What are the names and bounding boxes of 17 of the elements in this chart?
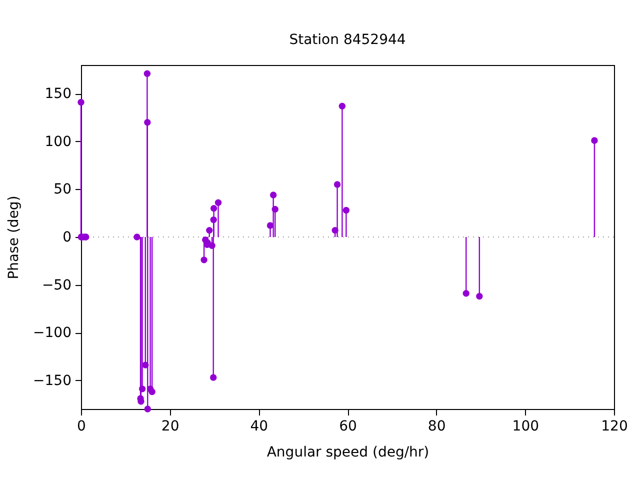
x-tick-label: 120 — [601, 418, 628, 434]
y-tick-label: −100 — [33, 325, 72, 342]
y-tick-label: 50 — [54, 182, 72, 198]
x-tick-label: 0 — [77, 418, 86, 434]
x-tick-label: 20 — [161, 418, 180, 434]
y-tick-label: 150 — [44, 86, 72, 102]
x-tick-label: 40 — [250, 418, 268, 434]
y-tick-label: −150 — [33, 372, 72, 389]
x-tick-label: 80 — [428, 418, 446, 434]
chart-title: Station 8452944 — [289, 32, 406, 48]
x-axis-title: Angular speed (deg/hr) — [266, 444, 430, 460]
x-tick-label: 60 — [339, 418, 357, 434]
y-tick-label: −50 — [42, 277, 72, 294]
y-tick-label: 100 — [44, 134, 72, 150]
y-axis-title: Phase (deg) — [6, 196, 22, 280]
y-tick-label: 0 — [62, 230, 72, 246]
x-tick-label: 100 — [512, 418, 540, 434]
